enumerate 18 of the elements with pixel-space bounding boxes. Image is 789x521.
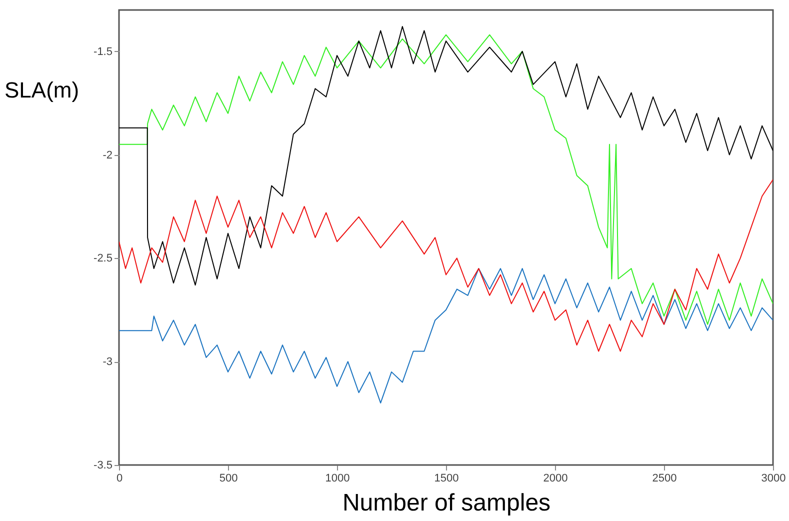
- x-tick-label: 3000: [761, 472, 786, 484]
- y-axis-title: SLA(m): [4, 78, 80, 102]
- y-tick-label: -2.5: [94, 252, 112, 265]
- line-series: [119, 26, 773, 286]
- x-tick-label: 2000: [543, 472, 568, 484]
- x-tick-label: 1000: [325, 472, 350, 484]
- y-tick-label: -1.5: [94, 46, 112, 58]
- x-tick-label: 500: [219, 472, 238, 484]
- line-series: [119, 179, 773, 352]
- y-tick-label: -3.5: [94, 460, 112, 472]
- line-series: [119, 34, 773, 325]
- y-tick-label: -2: [102, 149, 112, 162]
- x-tick-label: 1500: [434, 472, 459, 484]
- x-tick-label: 2500: [652, 472, 677, 484]
- y-tick-label: -3: [102, 356, 112, 368]
- x-tick-label: 0: [116, 472, 123, 484]
- line-series: [119, 268, 773, 404]
- x-axis-title: Number of samples: [342, 490, 551, 516]
